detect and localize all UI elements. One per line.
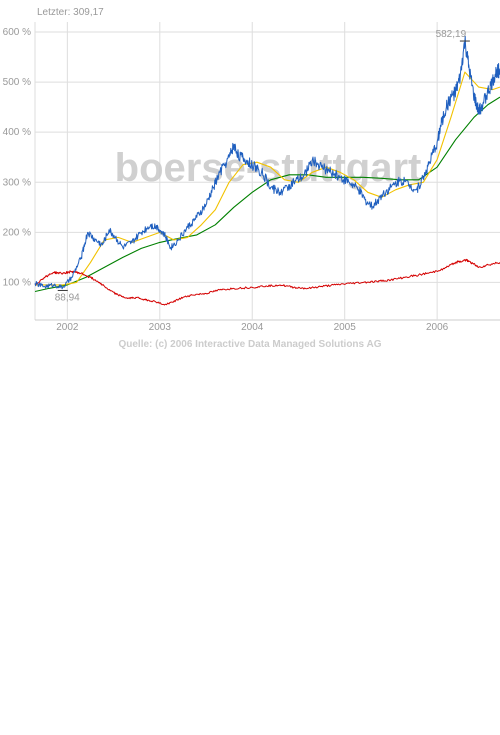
y-tick-label: 400 %	[3, 127, 31, 138]
y-tick-label: 600 %	[3, 27, 31, 38]
x-tick-label: 2003	[149, 322, 172, 333]
axis-labels: 100 % 200 % 300 % 400 % 500 % 600 % 2002 2003 20…	[3, 27, 449, 333]
x-tick-label: 2004	[241, 322, 264, 333]
series-line-price	[34, 35, 500, 290]
series-line-ma-short	[35, 71, 500, 286]
x-tick-label: 2005	[334, 322, 357, 333]
series-line-benchmark	[34, 258, 500, 306]
source-label: Quelle: (c) 2006 Interactive Data Manage…	[118, 339, 381, 350]
x-tick-label: 2002	[56, 322, 79, 333]
y-tick-label: 300 %	[3, 177, 31, 188]
last-value-label: Letzter: 309,17	[37, 7, 104, 18]
min-value-label: 88,94	[55, 292, 80, 303]
y-tick-label: 200 %	[3, 227, 31, 238]
series-line-ma-long	[34, 96, 500, 293]
y-tick-label: 500 %	[3, 77, 31, 88]
y-tick-label: 100 %	[3, 277, 31, 288]
price-chart: Letzter: 309,17 boerse-stuttgart 100 % 20…	[0, 0, 500, 360]
chart-svg: Letzter: 309,17 boerse-stuttgart 100 %20…	[3, 7, 500, 350]
max-value-label: 582,19	[436, 29, 467, 40]
annotations: 582,19 88,94	[55, 29, 470, 303]
series-group	[34, 35, 500, 306]
x-tick-label: 2006	[426, 322, 449, 333]
